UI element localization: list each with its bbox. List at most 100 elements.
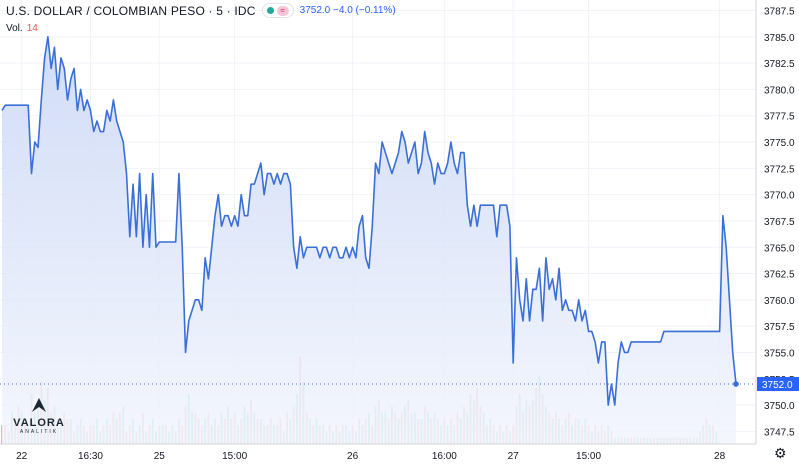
- price-point: [106, 110, 107, 111]
- price-point: [300, 236, 301, 237]
- symbol-title[interactable]: U.S. DOLLAR / COLOMBIAN PESO · 5 · IDC: [6, 3, 256, 18]
- price-point: [116, 120, 117, 121]
- price-point: [73, 68, 74, 69]
- price-point: [598, 362, 599, 363]
- price-point: [83, 110, 84, 111]
- volume-legend: Vol. 14: [6, 23, 38, 34]
- price-point: [627, 352, 628, 353]
- price-point: [516, 257, 517, 258]
- price-point: [624, 352, 625, 353]
- price-point: [506, 205, 507, 206]
- price-point: [159, 241, 160, 242]
- price-point: [31, 173, 32, 174]
- price-point: [8, 105, 9, 106]
- price-line: [1, 36, 737, 406]
- price-point: [162, 241, 163, 242]
- legend-header: U.S. DOLLAR / COLOMBIAN PESO · 5 · IDC ≈…: [6, 3, 396, 18]
- price-point: [572, 310, 573, 311]
- price-point: [404, 141, 405, 142]
- price-point: [676, 331, 677, 332]
- price-point: [254, 184, 255, 185]
- price-point: [165, 241, 166, 242]
- price-point: [670, 331, 671, 332]
- logo-mark-icon: [32, 398, 46, 412]
- price-point: [637, 341, 638, 342]
- price-point: [182, 247, 183, 248]
- price-point: [28, 105, 29, 106]
- price-point: [329, 257, 330, 258]
- price-point: [119, 131, 120, 132]
- price-point: [401, 131, 402, 132]
- price-point: [21, 105, 22, 106]
- price-point: [594, 341, 595, 342]
- price-point: [391, 173, 392, 174]
- x-tick-label: 16:00: [432, 451, 457, 462]
- price-point: [722, 215, 723, 216]
- x-tick-label: 28: [714, 451, 726, 462]
- price-point: [732, 352, 733, 353]
- price-point: [169, 241, 170, 242]
- y-tick-label: 3767.5: [764, 217, 795, 228]
- price-point: [486, 205, 487, 206]
- y-tick-label: 3750.0: [764, 401, 795, 412]
- price-point: [716, 331, 717, 332]
- price-point: [90, 110, 91, 111]
- price-point: [375, 162, 376, 163]
- price-point: [349, 257, 350, 258]
- price-point: [493, 205, 494, 206]
- price-point: [706, 331, 707, 332]
- price-point: [244, 215, 245, 216]
- price-point: [44, 57, 45, 58]
- y-tick-label: 3762.5: [764, 270, 795, 281]
- price-point: [47, 36, 48, 37]
- price-point: [172, 241, 173, 242]
- price-point: [653, 341, 654, 342]
- price-point: [634, 341, 635, 342]
- price-point: [188, 320, 189, 321]
- price-point: [450, 141, 451, 142]
- price-point: [683, 331, 684, 332]
- y-tick-label: 3777.5: [764, 112, 795, 123]
- x-tick-label: 22: [16, 451, 28, 462]
- price-point: [440, 173, 441, 174]
- price-point: [195, 299, 196, 300]
- status-indicators[interactable]: ≈: [261, 3, 294, 18]
- x-tick-label: 25: [154, 451, 166, 462]
- y-tick-label: 3785.0: [764, 33, 795, 44]
- price-point: [378, 173, 379, 174]
- price-point: [332, 247, 333, 248]
- price-point: [463, 152, 464, 153]
- price-point: [431, 162, 432, 163]
- price-point: [388, 162, 389, 163]
- price-point: [703, 331, 704, 332]
- price-point: [214, 215, 215, 216]
- price-point: [231, 226, 232, 227]
- watermark-logo: VALORA ANALITIK: [8, 398, 70, 435]
- price-point: [336, 247, 337, 248]
- price-point: [644, 341, 645, 342]
- price-point: [339, 257, 340, 258]
- logo-sub: ANALITIK: [19, 429, 59, 435]
- price-point: [355, 257, 356, 258]
- gear-icon[interactable]: ⚙: [774, 445, 787, 461]
- price-point: [323, 247, 324, 248]
- price-point: [208, 278, 209, 279]
- price-point: [293, 247, 294, 248]
- price-point: [129, 236, 130, 237]
- y-tick-label: 3760.0: [764, 296, 795, 307]
- price-point: [205, 257, 206, 258]
- price-point: [1, 110, 2, 111]
- price-point: [647, 341, 648, 342]
- price-point: [41, 99, 42, 100]
- price-point: [155, 247, 156, 248]
- price-point: [650, 341, 651, 342]
- price-point: [467, 205, 468, 206]
- volume-bar: [1, 425, 3, 444]
- price-point: [660, 341, 661, 342]
- price-point: [601, 341, 602, 342]
- y-tick-label: 3775.0: [764, 138, 795, 149]
- price-point: [513, 362, 514, 363]
- price-point: [290, 184, 291, 185]
- price-point: [67, 99, 68, 100]
